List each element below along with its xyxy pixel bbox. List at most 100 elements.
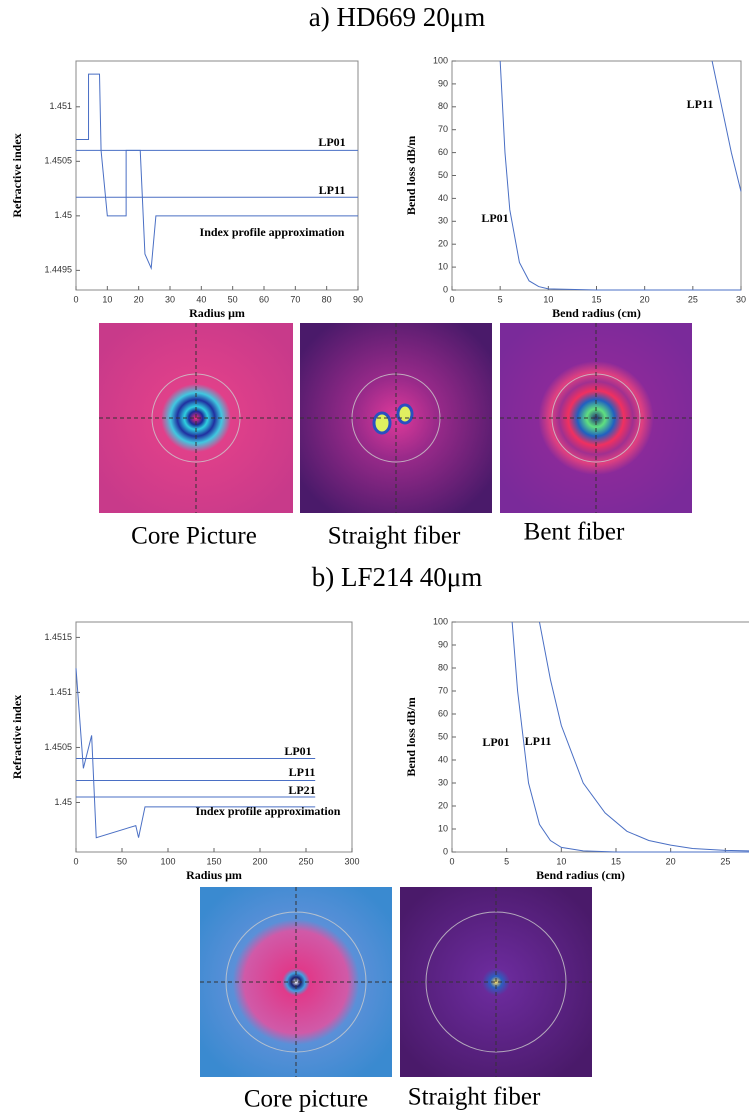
x-tick-label: 15 bbox=[591, 294, 601, 304]
y-tick-label: 1.4505 bbox=[44, 742, 72, 752]
y-axis-label: Bend loss dB/m bbox=[404, 697, 418, 776]
y-tick-label: 1.4495 bbox=[44, 265, 72, 275]
mode-lobe bbox=[396, 403, 414, 425]
x-axis-label: Radius μm bbox=[186, 868, 242, 882]
fiber-images bbox=[99, 323, 692, 1077]
x-tick-label: 25 bbox=[688, 294, 698, 304]
x-tick-label: 40 bbox=[196, 294, 206, 304]
x-tick-label: 10 bbox=[556, 856, 566, 866]
x-tick-label: 10 bbox=[543, 294, 553, 304]
y-tick-label: 1.45 bbox=[54, 797, 72, 807]
series-line bbox=[711, 60, 742, 192]
y-tick-label: 1.4515 bbox=[44, 632, 72, 642]
x-tick-label: 30 bbox=[165, 294, 175, 304]
x-tick-label: 5 bbox=[498, 294, 503, 304]
y-tick-label: 10 bbox=[438, 261, 448, 271]
y-tick-label: 30 bbox=[438, 777, 448, 787]
y-tick-label: 10 bbox=[438, 823, 448, 833]
x-axis-label: Radius μm bbox=[189, 306, 245, 320]
series-label: LP01 bbox=[481, 211, 508, 225]
y-tick-label: 60 bbox=[438, 708, 448, 718]
caption: Core picture bbox=[244, 1086, 368, 1113]
caption: Straight fiber bbox=[328, 523, 461, 550]
y-tick-label: 50 bbox=[438, 731, 448, 741]
x-tick-label: 25 bbox=[720, 856, 730, 866]
y-tick-label: 100 bbox=[433, 55, 448, 65]
series-line bbox=[538, 621, 749, 852]
y-tick-label: 20 bbox=[438, 239, 448, 249]
series-label: LP11 bbox=[687, 97, 714, 111]
x-tick-label: 200 bbox=[252, 856, 267, 866]
x-tick-label: 50 bbox=[228, 294, 238, 304]
caption: Core Picture bbox=[131, 523, 257, 550]
x-tick-label: 0 bbox=[449, 856, 454, 866]
x-tick-label: 300 bbox=[344, 856, 359, 866]
y-tick-label: 80 bbox=[438, 101, 448, 111]
y-tick-label: 100 bbox=[433, 616, 448, 626]
series-line bbox=[75, 668, 316, 839]
series-label: LP01 bbox=[482, 735, 509, 749]
y-tick-label: 70 bbox=[438, 685, 448, 695]
x-tick-label: 15 bbox=[611, 856, 621, 866]
y-tick-label: 1.451 bbox=[49, 687, 72, 697]
caption: Bent fiber bbox=[524, 519, 625, 546]
x-tick-label: 90 bbox=[353, 294, 363, 304]
x-axis-label: Bend radius (cm) bbox=[536, 868, 625, 882]
y-tick-label: 40 bbox=[438, 193, 448, 203]
plot-frame bbox=[451, 60, 742, 291]
plot-frame bbox=[75, 60, 359, 291]
y-tick-label: 0 bbox=[443, 284, 448, 294]
series-label: LP21 bbox=[288, 783, 315, 797]
mode-lobe bbox=[372, 411, 392, 435]
y-axis-label: Refractive index bbox=[10, 133, 24, 217]
y-tick-label: 20 bbox=[438, 800, 448, 810]
x-tick-label: 20 bbox=[640, 294, 650, 304]
x-tick-label: 0 bbox=[449, 294, 454, 304]
x-tick-label: 0 bbox=[73, 856, 78, 866]
x-tick-label: 0 bbox=[73, 294, 78, 304]
y-tick-label: 70 bbox=[438, 124, 448, 134]
y-tick-label: 50 bbox=[438, 170, 448, 180]
x-tick-label: 10 bbox=[102, 294, 112, 304]
y-axis-label: Bend loss dB/m bbox=[404, 136, 418, 215]
x-tick-label: 60 bbox=[259, 294, 269, 304]
y-tick-label: 90 bbox=[438, 78, 448, 88]
x-tick-label: 5 bbox=[504, 856, 509, 866]
y-tick-label: 1.451 bbox=[49, 101, 72, 111]
x-tick-label: 80 bbox=[322, 294, 332, 304]
y-tick-label: 40 bbox=[438, 754, 448, 764]
x-tick-label: 100 bbox=[160, 856, 175, 866]
x-tick-label: 150 bbox=[206, 856, 221, 866]
x-tick-label: 50 bbox=[117, 856, 127, 866]
series-label: LP11 bbox=[319, 183, 346, 197]
panel-title: b) LF214 40μm bbox=[312, 562, 482, 592]
y-axis-label: Refractive index bbox=[10, 695, 24, 779]
series-label: LP11 bbox=[289, 765, 316, 779]
x-tick-label: 20 bbox=[134, 294, 144, 304]
plot-frame bbox=[75, 621, 353, 853]
series-line bbox=[511, 621, 749, 853]
y-tick-label: 90 bbox=[438, 639, 448, 649]
series-label: LP11 bbox=[525, 734, 552, 748]
x-tick-label: 250 bbox=[298, 856, 313, 866]
y-tick-label: 60 bbox=[438, 147, 448, 157]
x-tick-label: 70 bbox=[290, 294, 300, 304]
x-axis-label: Bend radius (cm) bbox=[552, 306, 641, 320]
y-tick-label: 30 bbox=[438, 216, 448, 226]
x-tick-label: 20 bbox=[666, 856, 676, 866]
y-tick-label: 1.4505 bbox=[44, 156, 72, 166]
y-tick-label: 80 bbox=[438, 662, 448, 672]
panel-title: a) HD669 20μm bbox=[309, 2, 485, 32]
series-label: Index profile approximation bbox=[200, 225, 345, 239]
series-line bbox=[76, 73, 358, 271]
series-label: LP01 bbox=[284, 744, 311, 758]
series-label: LP01 bbox=[318, 135, 345, 149]
y-tick-label: 1.45 bbox=[54, 210, 72, 220]
plot-frame bbox=[451, 621, 749, 853]
caption: Straight fiber bbox=[408, 1084, 541, 1111]
x-tick-label: 30 bbox=[736, 294, 746, 304]
series-label: Index profile approximation bbox=[196, 804, 341, 818]
y-tick-label: 0 bbox=[443, 846, 448, 856]
series-line bbox=[499, 60, 741, 291]
